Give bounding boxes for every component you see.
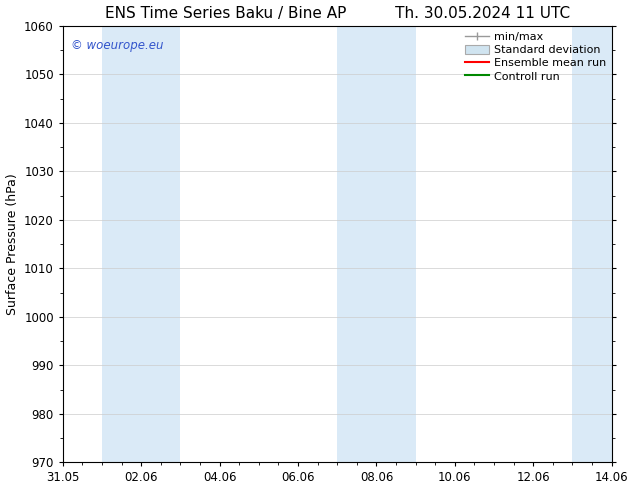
Text: © woeurope.eu: © woeurope.eu <box>71 39 164 52</box>
Y-axis label: Surface Pressure (hPa): Surface Pressure (hPa) <box>6 173 18 315</box>
Bar <box>337 26 416 463</box>
Bar <box>573 26 634 463</box>
Title: ENS Time Series Baku / Bine AP          Th. 30.05.2024 11 UTC: ENS Time Series Baku / Bine AP Th. 30.05… <box>105 5 570 21</box>
Bar <box>102 26 181 463</box>
Legend: min/max, Standard deviation, Ensemble mean run, Controll run: min/max, Standard deviation, Ensemble me… <box>463 29 608 84</box>
